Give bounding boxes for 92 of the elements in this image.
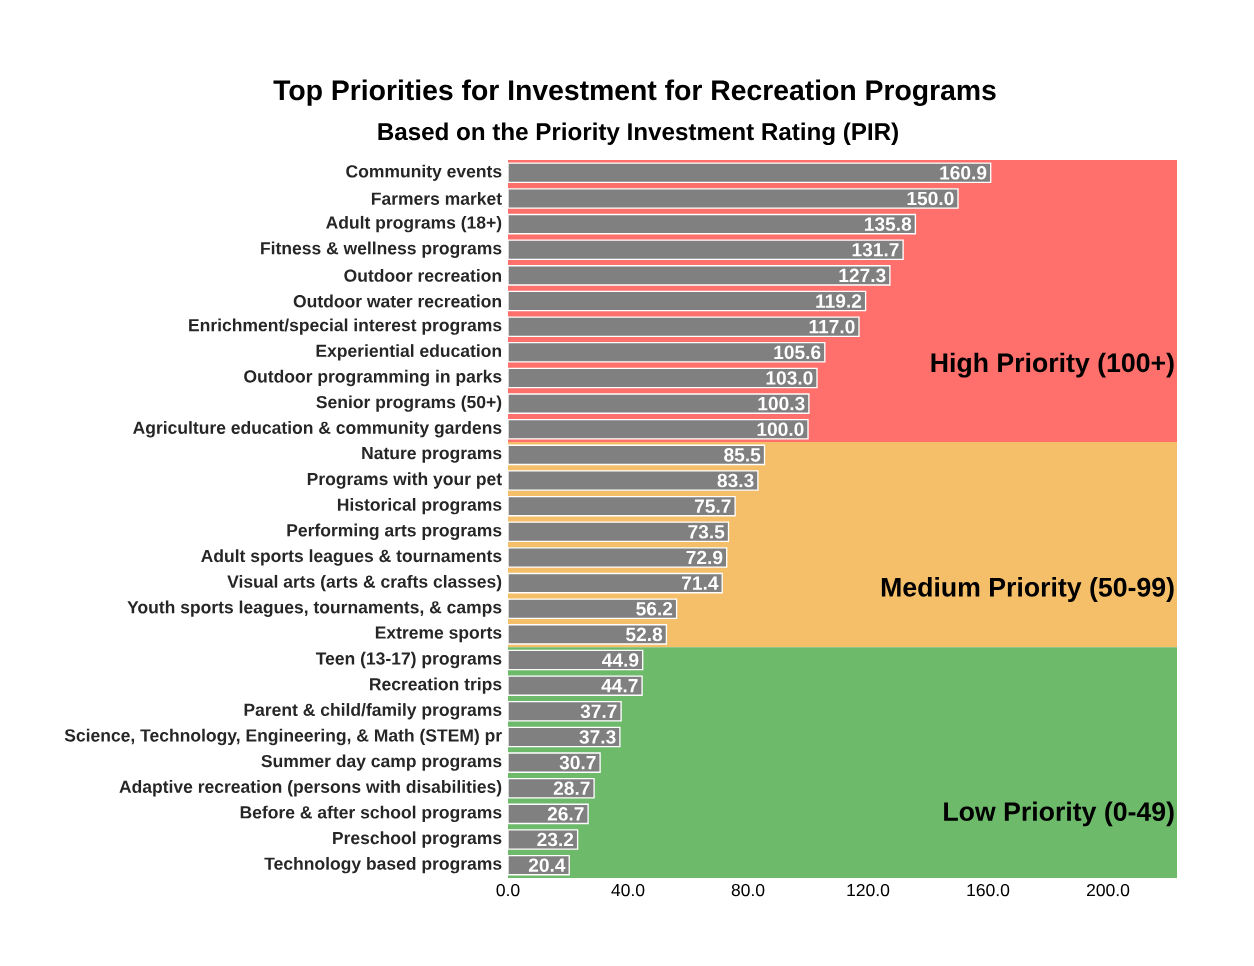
- x-tick-label: 200.0: [1087, 883, 1130, 897]
- y-tick-label: Recreation trips: [370, 677, 502, 694]
- y-tick-label: Nature programs: [362, 447, 502, 463]
- bar: [507, 470, 759, 491]
- data-label: 56.2: [636, 601, 673, 616]
- bar: [507, 162, 992, 184]
- bar: [507, 624, 668, 645]
- data-label: 23.2: [537, 832, 574, 847]
- y-tick-label: Preschool programs: [333, 831, 502, 848]
- bar: [507, 547, 728, 568]
- band-label: Low Priority (0-49): [944, 801, 1174, 827]
- bar: [507, 649, 644, 671]
- band-label: Medium Priority (50-99): [881, 577, 1174, 602]
- bar: [507, 188, 959, 209]
- data-label: 28.7: [553, 781, 590, 796]
- y-tick-label: Programs with your pet: [307, 472, 502, 489]
- y-tick-label: Fitness & wellness programs: [261, 241, 502, 258]
- y-tick-label: Outdoor recreation: [344, 268, 501, 282]
- y-tick-label: Enrichment/special interest programs: [189, 318, 502, 335]
- data-label: 44.9: [602, 653, 639, 667]
- y-tick-label: Technology based programs: [264, 856, 502, 874]
- data-label: 85.5: [724, 448, 761, 462]
- bar: [507, 316, 860, 337]
- y-tick-label: Adaptive recreation (persons with disabilities): [119, 780, 502, 797]
- data-label: 26.7: [547, 807, 584, 821]
- y-tick-label: Science, Technology, Engineering, & Math (STEM) pr: [64, 728, 502, 746]
- bar: [507, 367, 818, 389]
- y-tick-label: Teen (13-17) programs: [315, 651, 502, 669]
- bar: [507, 213, 917, 235]
- y-tick-label: Senior programs (50+): [316, 395, 502, 412]
- y-tick-label: Historical programs: [337, 497, 502, 515]
- x-tick-label: 120.0: [847, 883, 890, 897]
- data-label: 75.7: [694, 499, 731, 513]
- data-label: 30.7: [559, 755, 596, 770]
- bar: [507, 239, 904, 261]
- x-tick-label: 160.0: [967, 883, 1010, 897]
- data-label: 83.3: [717, 473, 754, 488]
- bar: [507, 265, 891, 286]
- data-label: 100.3: [758, 396, 805, 411]
- y-tick-label: Adult sports leagues & tournaments: [201, 549, 502, 566]
- bar: [507, 342, 826, 363]
- x-tick-label: 0.0: [496, 883, 520, 897]
- y-tick-label: Community events: [346, 164, 502, 181]
- data-label: 103.0: [766, 371, 813, 385]
- bar: [507, 777, 595, 799]
- bar: [507, 290, 867, 312]
- chart-title: Top Priorities for Investment for Recreation Programs: [273, 79, 996, 106]
- y-tick-label: Agriculture education & community gardens: [133, 421, 502, 438]
- bar: [507, 393, 810, 414]
- bar: [507, 521, 730, 543]
- x-tick-label: 40.0: [611, 883, 645, 897]
- data-label: 37.7: [580, 704, 617, 719]
- y-tick-label: Farmers market: [371, 192, 502, 205]
- bar: [507, 444, 766, 466]
- data-label: 44.7: [601, 679, 638, 693]
- y-tick-label: Extreme sports: [375, 626, 502, 643]
- chart-subtitle: Based on the Priority Investment Rating (PIR): [378, 122, 898, 146]
- data-label: 117.0: [809, 319, 855, 334]
- y-tick-label: Outdoor programming in parks: [244, 369, 502, 387]
- data-label: 160.9: [940, 166, 987, 180]
- y-tick-label: Summer day camp programs: [261, 754, 502, 771]
- bar: [507, 701, 622, 722]
- y-tick-label: Parent & child/family programs: [244, 703, 502, 720]
- bar: [507, 572, 723, 594]
- data-label: 52.8: [626, 627, 663, 642]
- data-label: 105.6: [774, 345, 821, 360]
- y-tick-label: Before & after school programs: [240, 805, 502, 823]
- y-tick-label: Performing arts programs: [287, 523, 502, 541]
- bar: [507, 495, 736, 517]
- data-label: 71.4: [682, 576, 719, 590]
- bar: [507, 418, 809, 440]
- y-tick-label: Adult programs (18+): [326, 215, 502, 233]
- band-label: High Priority (100+): [931, 352, 1174, 378]
- y-tick-label: Experiential education: [316, 344, 501, 361]
- data-label: 131.7: [852, 242, 899, 257]
- data-label: 100.0: [757, 422, 804, 437]
- data-label: 72.9: [686, 550, 723, 565]
- y-tick-label: Youth sports leagues, tournaments, & camps: [127, 600, 502, 617]
- data-label: 37.3: [579, 730, 616, 744]
- x-tick-label: 80.0: [731, 883, 765, 897]
- y-tick-label: Visual arts (arts & crafts classes): [227, 574, 502, 592]
- bar: [507, 726, 621, 748]
- data-label: 127.3: [839, 268, 886, 283]
- y-tick-label: Outdoor water recreation: [293, 294, 501, 308]
- data-label: 150.0: [907, 191, 954, 206]
- bar: [507, 598, 678, 620]
- data-label: 20.4: [528, 858, 566, 872]
- data-label: 135.8: [864, 217, 912, 231]
- bar: [507, 675, 643, 696]
- bar: [507, 752, 601, 773]
- data-label: 119.2: [816, 294, 862, 308]
- data-label: 73.5: [688, 525, 725, 539]
